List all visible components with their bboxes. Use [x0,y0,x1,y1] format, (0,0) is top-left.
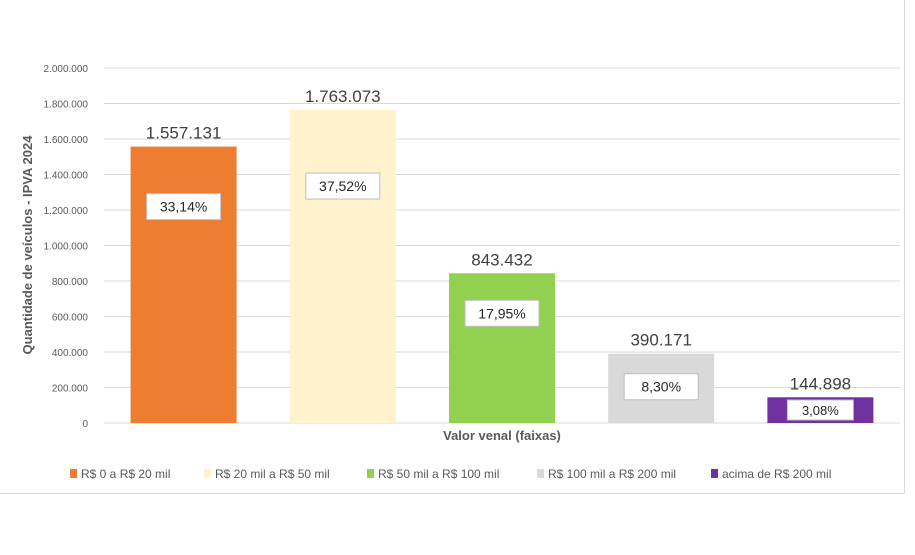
x-axis-label: Valor venal (faixas) [443,428,561,443]
bar [289,110,396,424]
percent-label-box [786,399,854,421]
percent-label: 3,08% [802,403,839,418]
y-tick-label: 1.200.000 [44,206,89,217]
y-tick-label: 400.000 [52,348,89,359]
y-tick-label: 200.000 [52,384,89,395]
y-tick-label: 1.800.000 [44,100,89,111]
percent-label: 8,30% [641,379,681,395]
percent-label: 33,14% [160,199,207,215]
legend-swatch [537,469,544,478]
y-axis-label: Quantidade de veículos - IPVA 2024 [20,135,35,355]
legend-item: acima de R$ 200 mil [722,467,831,481]
bar [130,146,237,423]
percent-label-box [464,299,540,327]
percent-label-box [305,172,381,200]
value-label: 1.763.073 [305,87,381,106]
y-tick-label: 800.000 [52,277,89,288]
legend-swatch [70,469,77,478]
y-tick-label: 1.400.000 [44,171,89,182]
value-label: 390.171 [630,331,691,350]
chart-frame [0,0,905,494]
percent-label: 17,95% [478,305,525,321]
legend-swatch [711,469,718,478]
legend-item: R$ 100 mil a R$ 200 mil [548,467,676,481]
legend-swatch [367,469,374,478]
legend-item: R$ 20 mil a R$ 50 mil [215,467,330,481]
legend-swatch [204,469,211,478]
y-tick-label: 600.000 [52,313,89,324]
legend-item: R$ 0 a R$ 20 mil [81,467,170,481]
percent-label: 37,52% [319,178,366,194]
value-label: 1.557.131 [146,124,222,143]
bar [449,273,555,423]
percent-label-box [146,193,222,221]
y-tick-label: 1.600.000 [44,135,89,146]
value-label: 843.432 [471,250,532,269]
percent-label-box [623,373,699,401]
value-label: 144.898 [790,374,851,393]
y-tick-label: 1.000.000 [44,242,89,253]
y-tick-label: 2.000.000 [44,64,89,75]
y-tick-label: 0 [82,419,88,430]
legend-item: R$ 50 mil a R$ 100 mil [378,467,499,481]
